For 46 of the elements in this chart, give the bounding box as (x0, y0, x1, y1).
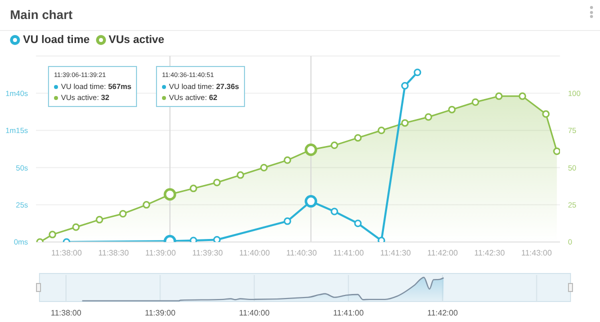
point (213, 236, 221, 242)
legend-label: VU load time (23, 34, 90, 46)
point (542, 110, 550, 118)
point (284, 217, 292, 225)
point (213, 178, 221, 186)
point (96, 216, 104, 224)
point (518, 92, 526, 100)
point (401, 119, 409, 127)
x-tick-label: 11:40:00 (238, 308, 270, 318)
point (401, 82, 409, 90)
point (354, 134, 362, 142)
x-tick-label: 11:40:00 (239, 248, 270, 258)
point (236, 171, 244, 179)
point (48, 230, 56, 238)
chart-title: Main chart (0, 0, 600, 31)
point (448, 106, 456, 114)
point (72, 223, 80, 231)
point (284, 156, 292, 164)
point (495, 92, 503, 100)
x-tick-label: 11:42:00 (427, 308, 458, 318)
x-tick-label: 11:38:00 (51, 248, 82, 258)
point (414, 68, 422, 76)
point (330, 142, 338, 150)
point (142, 201, 150, 209)
point (260, 164, 268, 172)
point (119, 210, 127, 218)
x-tick-label: 11:39:30 (192, 248, 224, 258)
x-tick-label: 11:41:00 (333, 308, 364, 318)
x-tick-label: 11:41:30 (380, 248, 412, 258)
point (472, 98, 480, 106)
x-tick-label: 11:43:00 (521, 248, 552, 258)
point (354, 220, 362, 228)
x-tick-label: 11:42:30 (474, 248, 506, 258)
x-tick-label: 11:39:00 (145, 248, 176, 258)
point (330, 208, 338, 216)
point (424, 113, 432, 121)
point (553, 147, 560, 155)
x-tick-label: 11:39:00 (144, 308, 176, 318)
x-tick-label: 11:42:00 (427, 248, 458, 258)
x-tick-label: 11:38:00 (50, 308, 82, 318)
point (378, 126, 386, 134)
x-tick-label: 11:38:30 (98, 248, 130, 258)
legend-label: VUs active (108, 34, 164, 46)
x-tick-label: 11:41:00 (333, 248, 364, 258)
x-tick-label: 11:40:30 (286, 248, 318, 258)
point (190, 184, 198, 192)
